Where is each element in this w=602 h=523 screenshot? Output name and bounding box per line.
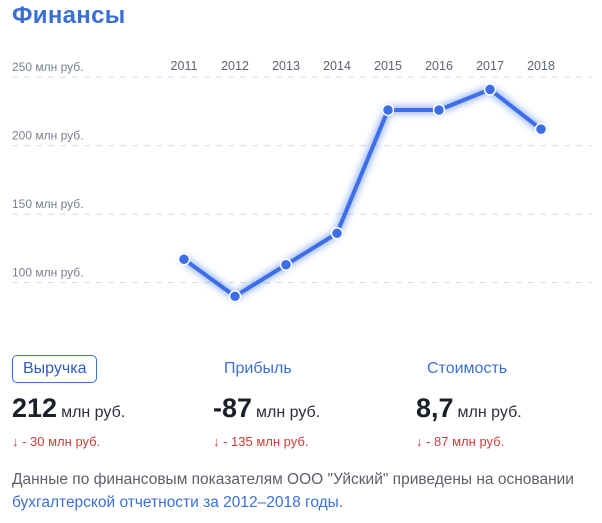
- data-point-2015[interactable]: [381, 103, 395, 117]
- data-point-2012[interactable]: [228, 290, 242, 303]
- profit-number: -87: [213, 393, 253, 423]
- x-tick-label: 2013: [272, 59, 300, 73]
- profit-value: -87 млн руб.: [213, 393, 393, 424]
- data-point-2016[interactable]: [432, 103, 446, 117]
- data-point-2018[interactable]: [534, 122, 548, 136]
- metric-profit: Прибыль -87 млн руб. ↓ - 135 млн руб.: [213, 355, 393, 449]
- y-tick-label: 100 млн руб.: [12, 266, 83, 280]
- company-value-unit: млн руб.: [457, 404, 522, 421]
- data-point-2014[interactable]: [330, 227, 344, 240]
- profit-delta: ↓ - 135 млн руб.: [213, 434, 309, 449]
- page-title: Финансы: [12, 2, 126, 29]
- data-point-2011[interactable]: [177, 253, 191, 266]
- tab-value[interactable]: Стоимость: [427, 360, 508, 377]
- revenue-delta: ↓ - 30 млн руб.: [12, 434, 101, 449]
- revenue-unit: млн руб.: [61, 404, 126, 421]
- y-tick-label: 150 млн руб.: [12, 197, 83, 211]
- tab-profit[interactable]: Прибыль: [224, 360, 292, 377]
- x-tick-label: 2012: [221, 59, 249, 73]
- y-tick-label: 250 млн руб.: [12, 60, 83, 74]
- data-point-2013[interactable]: [279, 258, 293, 272]
- reporting-link[interactable]: бухгалтерской отчетности за 2012–2018 го…: [12, 494, 339, 511]
- revenue-series-line: [182, 87, 543, 299]
- y-tick-label: 200 млн руб.: [12, 129, 83, 143]
- x-tick-label: 2011: [171, 59, 198, 73]
- metric-value-company: Стоимость 8,7 млн руб. ↓ - 87 млн руб.: [416, 355, 596, 449]
- data-point-2017[interactable]: [483, 83, 497, 96]
- revenue-line-chart: 100 млн руб. 150 млн руб. 200 млн руб. 250 …: [12, 59, 592, 303]
- metric-revenue: Выручка 212 млн руб. ↓ - 30 млн руб.: [12, 355, 192, 449]
- company-value-delta: ↓ - 87 млн руб.: [416, 434, 505, 449]
- x-tick-label: 2015: [374, 59, 402, 73]
- x-tick-label: 2016: [425, 59, 453, 73]
- revenue-number: 212: [12, 393, 58, 423]
- company-value-number: 8,7: [416, 393, 454, 423]
- data-source-note: Данные по финансовым показателям ООО "Уй…: [12, 468, 592, 514]
- note-text: Данные по финансовым показателям ООО "Уй…: [12, 471, 574, 488]
- tab-revenue[interactable]: Выручка: [12, 355, 98, 383]
- revenue-value: 212 млн руб.: [12, 393, 192, 424]
- x-tick-label: 2018: [527, 59, 555, 73]
- x-tick-label: 2017: [476, 59, 504, 73]
- company-value: 8,7 млн руб.: [416, 393, 596, 424]
- note-end: .: [338, 494, 344, 511]
- profit-unit: млн руб.: [256, 404, 321, 421]
- x-tick-label: 2014: [323, 59, 351, 73]
